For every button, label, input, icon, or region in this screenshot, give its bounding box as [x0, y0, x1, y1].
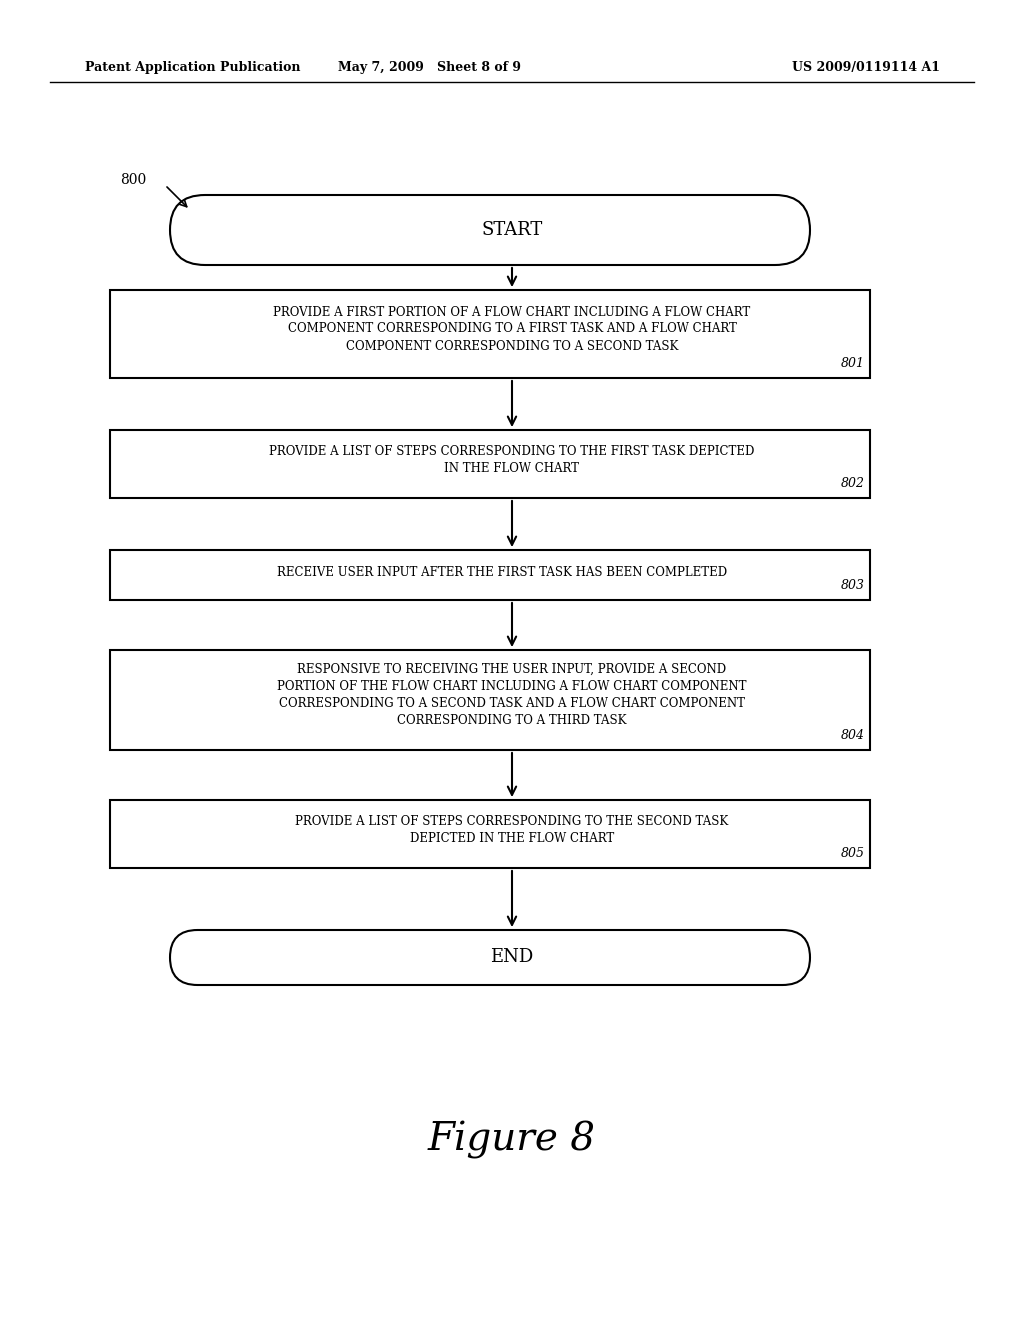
Text: RESPONSIVE TO RECEIVING THE USER INPUT, PROVIDE A SECOND
PORTION OF THE FLOW CHA: RESPONSIVE TO RECEIVING THE USER INPUT, … — [278, 663, 746, 727]
Text: PROVIDE A LIST OF STEPS CORRESPONDING TO THE SECOND TASK
DEPICTED IN THE FLOW CH: PROVIDE A LIST OF STEPS CORRESPONDING TO… — [295, 814, 729, 845]
Text: Figure 8: Figure 8 — [428, 1121, 596, 1159]
Text: END: END — [490, 949, 534, 966]
Bar — [110, 550, 870, 601]
Text: PROVIDE A LIST OF STEPS CORRESPONDING TO THE FIRST TASK DEPICTED
IN THE FLOW CHA: PROVIDE A LIST OF STEPS CORRESPONDING TO… — [269, 445, 755, 475]
Bar — [110, 290, 870, 378]
Text: PROVIDE A FIRST PORTION OF A FLOW CHART INCLUDING A FLOW CHART
COMPONENT CORRESP: PROVIDE A FIRST PORTION OF A FLOW CHART … — [273, 305, 751, 352]
Bar — [110, 800, 870, 869]
Text: RECEIVE USER INPUT AFTER THE FIRST TASK HAS BEEN COMPLETED: RECEIVE USER INPUT AFTER THE FIRST TASK … — [276, 565, 727, 578]
Text: 801: 801 — [841, 356, 865, 370]
Text: 804: 804 — [841, 729, 865, 742]
FancyBboxPatch shape — [170, 195, 810, 265]
Bar — [110, 430, 870, 498]
Text: US 2009/0119114 A1: US 2009/0119114 A1 — [792, 62, 940, 74]
Bar — [110, 649, 870, 750]
Text: May 7, 2009   Sheet 8 of 9: May 7, 2009 Sheet 8 of 9 — [339, 62, 521, 74]
Text: START: START — [481, 220, 543, 239]
Text: 805: 805 — [841, 847, 865, 861]
Text: 803: 803 — [841, 579, 865, 591]
Text: 802: 802 — [841, 477, 865, 490]
FancyBboxPatch shape — [170, 931, 810, 985]
Text: 800: 800 — [120, 173, 146, 187]
Text: Patent Application Publication: Patent Application Publication — [85, 62, 300, 74]
